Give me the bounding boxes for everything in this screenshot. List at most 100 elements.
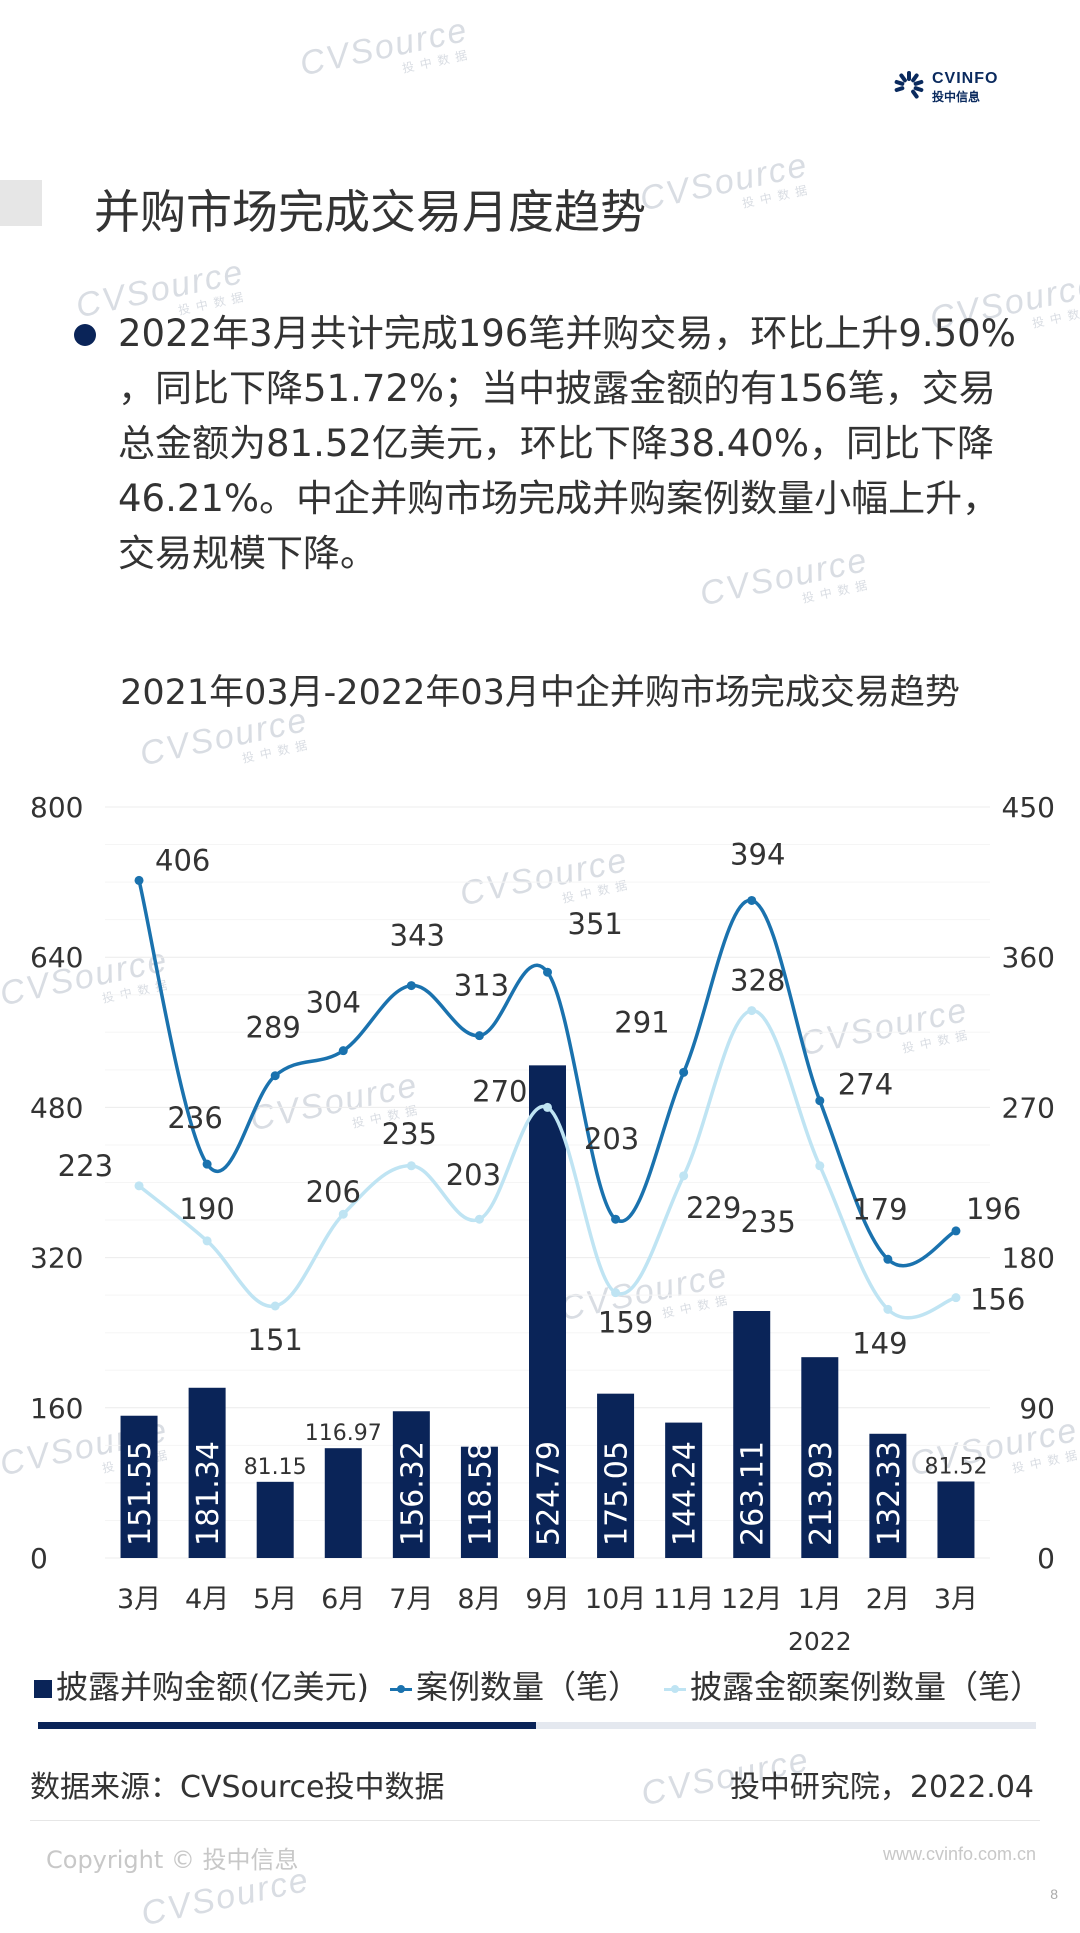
bar — [733, 1311, 771, 1558]
legend-line-marker-icon — [664, 1680, 686, 1698]
x-group-label: 2022 — [788, 1627, 852, 1656]
source-note: 数据来源：CVSource投中数据 — [30, 1770, 445, 1805]
x-tick-label: 5月 — [253, 1584, 297, 1615]
bar — [256, 1481, 294, 1558]
line-point — [134, 1181, 144, 1191]
line-point — [815, 1096, 825, 1106]
line-data-label: 270 — [472, 1074, 527, 1108]
legend-label: 披露金额案例数量（笔） — [690, 1668, 1043, 1706]
bar-data-label: 144.24 — [668, 1441, 703, 1546]
legend-label: 披露并购金额(亿美元) — [56, 1668, 369, 1706]
logo-subtext: 投中信息 — [932, 90, 981, 104]
y-right-tick-label: 0 — [1037, 1542, 1055, 1575]
bar — [120, 1415, 158, 1558]
x-tick-label: 2月 — [866, 1584, 910, 1615]
title-accent-bar — [0, 180, 42, 226]
line-point — [679, 1067, 689, 1077]
line-data-label: 151 — [248, 1323, 303, 1357]
line-data-label: 223 — [58, 1149, 113, 1183]
legend-label: 案例数量（笔） — [416, 1668, 641, 1706]
chart-title: 2021年03月-2022年03月中企并购市场完成交易趋势 — [120, 673, 960, 713]
line-point — [338, 1209, 348, 1219]
combo-chart: 0 160 320 480 640 800 0 90 180 270 360 450 3月 4月 5月 6月 7… — [30, 791, 1055, 1656]
line-point — [747, 895, 757, 905]
website-link[interactable]: www.cvinfo.com.cn — [882, 1844, 1036, 1864]
starburst-logo-icon — [894, 71, 924, 99]
summary-text: 2022年3月共计完成196笔并购交易，环比上升9.50% ，同比下降51.72… — [118, 312, 1016, 575]
x-tick-label: 12月 — [721, 1584, 782, 1615]
x-tick-label: 6月 — [321, 1584, 365, 1615]
line-point — [543, 1102, 552, 1112]
bar-data-label: 175.05 — [600, 1441, 635, 1546]
progress-track — [38, 1722, 1036, 1729]
bar — [188, 1387, 226, 1558]
line-data-label: 156 — [970, 1283, 1025, 1317]
x-tick-label: 10月 — [585, 1584, 646, 1615]
line-data-label: 196 — [966, 1192, 1021, 1226]
case-count-line — [137, 880, 957, 1268]
line-data-label: 289 — [246, 1011, 301, 1045]
x-tick-label: 1月 — [798, 1584, 842, 1615]
line-data-label: 229 — [686, 1191, 741, 1225]
legend-item-case-count: 案例数量（笔） — [390, 1662, 640, 1708]
line-point — [406, 981, 416, 991]
legend-bar-swatch-icon — [34, 1680, 52, 1698]
bar — [529, 1065, 566, 1558]
line-point — [406, 1161, 416, 1171]
bar — [324, 1448, 362, 1558]
line-point — [815, 1161, 825, 1171]
line-point — [951, 1293, 961, 1303]
line-data-label: 313 — [454, 969, 509, 1003]
y-left-tick-label: 800 — [30, 791, 83, 824]
legend-item-amount: 披露并购金额(亿美元) — [34, 1662, 369, 1708]
x-tick-label: 7月 — [389, 1584, 433, 1615]
line-point — [474, 1214, 484, 1224]
bar-data-label: 132.33 — [872, 1441, 907, 1546]
y-right-tick-label: 270 — [1002, 1091, 1055, 1124]
line-point — [611, 1288, 621, 1298]
x-tick-label: 8月 — [457, 1584, 501, 1615]
bar-data-label: 118.58 — [463, 1441, 498, 1546]
line-point — [202, 1236, 212, 1246]
line-point — [543, 967, 552, 977]
line-data-label: 236 — [167, 1101, 222, 1135]
line-data-label: 304 — [306, 986, 361, 1020]
y-right-tick-label: 180 — [1002, 1242, 1055, 1275]
line-data-label: 149 — [852, 1326, 907, 1360]
bar-data-label: 156.32 — [395, 1441, 430, 1546]
line-data-label: 291 — [614, 1005, 669, 1039]
x-tick-label: 9月 — [525, 1584, 569, 1615]
legend-line-marker-icon — [390, 1680, 412, 1698]
bar — [460, 1446, 498, 1558]
page-title: 并购市场完成交易月度趋势 — [94, 185, 646, 239]
bar — [665, 1422, 703, 1558]
line-point — [474, 1031, 484, 1041]
line-data-label: 343 — [390, 919, 445, 953]
line-data-label: 206 — [306, 1175, 361, 1209]
bullet-icon — [74, 324, 96, 346]
bar-data-label: 213.93 — [804, 1441, 839, 1546]
bar — [869, 1433, 907, 1558]
line-point — [270, 1301, 280, 1311]
copyright: Copyright © 投中信息 — [46, 1846, 299, 1874]
line-data-label: 203 — [584, 1122, 639, 1156]
x-tick-label: 3月 — [934, 1584, 978, 1615]
line-point — [951, 1226, 961, 1236]
line-data-label: 394 — [730, 837, 785, 871]
line-point — [747, 1006, 757, 1016]
x-tick-label: 4月 — [185, 1584, 229, 1615]
line-data-label: 328 — [730, 964, 785, 998]
bar-data-label: 116.97 — [305, 1421, 382, 1446]
bar — [801, 1357, 839, 1558]
line-point — [134, 875, 144, 885]
bar — [597, 1393, 635, 1558]
line-point — [883, 1304, 893, 1314]
line-point — [611, 1214, 621, 1224]
line-data-label: 190 — [179, 1192, 234, 1226]
line-point — [202, 1159, 212, 1169]
line-data-label: 406 — [155, 843, 210, 877]
y-left-tick-label: 640 — [30, 941, 83, 974]
x-tick-label: 3月 — [117, 1584, 161, 1615]
line-point — [338, 1046, 348, 1056]
